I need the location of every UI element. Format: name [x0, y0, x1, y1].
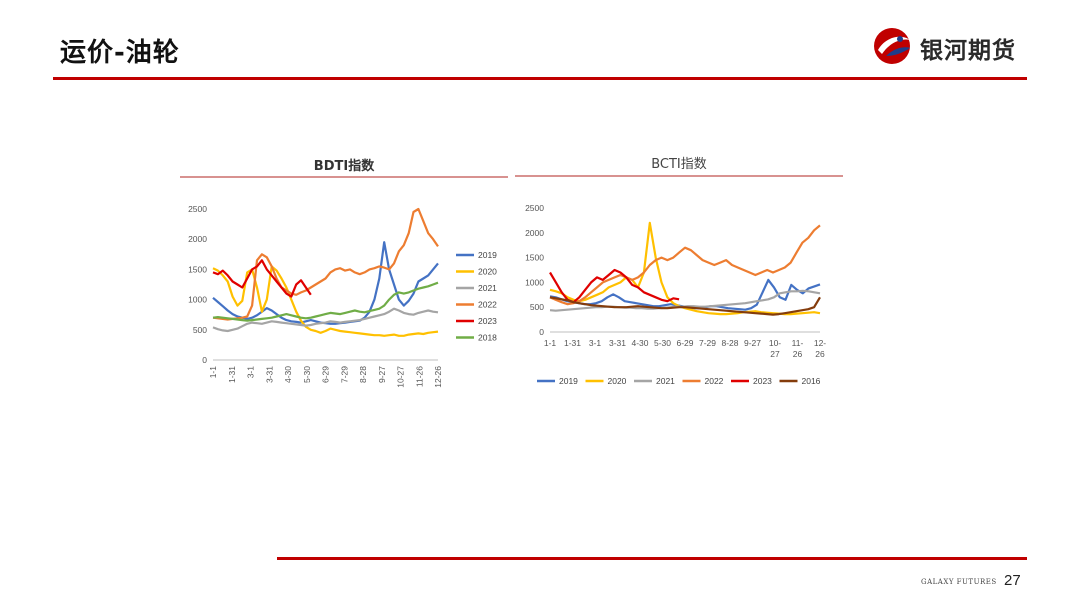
bcti-xtick-label: 11-26	[792, 338, 804, 359]
bdti-xtick-label: 8-28	[358, 366, 368, 383]
bdti-ytick-label: 2500	[188, 204, 207, 214]
bcti-series-2016-line	[549, 296, 821, 316]
bdti-ytick-label: 2000	[188, 234, 207, 244]
bcti-ytick-label: 0	[539, 327, 544, 337]
bdti-xtick-label: 1-1	[208, 366, 218, 379]
bcti-xtick-label: 8-28	[721, 338, 738, 348]
bdti-ytick-label: 1000	[188, 295, 207, 305]
bcti-chart-title: BCTI指数	[651, 157, 707, 172]
bcti-legend-label-2019: 2019	[559, 376, 578, 386]
bdti-xtick-label: 12-26	[433, 366, 443, 388]
bcti-xtick-label: 7-29	[699, 338, 716, 348]
bcti-legend-label-2022: 2022	[705, 376, 724, 386]
brand-logo: 银河期货	[872, 26, 1032, 66]
bcti-xtick-label: 1-1	[544, 338, 557, 348]
bcti-xtick-label: 9-27	[744, 338, 761, 348]
bdti-legend-label-2023: 2023	[478, 316, 497, 326]
page-number: 27	[1004, 572, 1021, 589]
bdti-xtick-label: 5-30	[302, 366, 312, 383]
bcti-ytick-label: 1000	[525, 277, 544, 287]
bcti-ytick-label: 1500	[525, 253, 544, 263]
bcti-chart: 0 500 1000 1500 2000 2500 1-1 1-31 3-1 3-31 4-30 5-…	[515, 175, 843, 386]
header-divider	[53, 77, 1027, 80]
bdti-xtick-label: 1-31	[227, 366, 237, 383]
bcti-ytick-label: 2000	[525, 228, 544, 238]
bdti-ytick-label: 500	[193, 325, 207, 335]
bcti-xtick-label: 3-1	[589, 338, 602, 348]
bcti-xtick-label: 4-30	[631, 338, 648, 348]
bcti-ytick-label: 500	[530, 302, 544, 312]
bdti-xtick-label: 10-27	[396, 366, 406, 388]
bcti-series-2022-line	[549, 224, 821, 306]
bcti-xtick-label: 1-31	[564, 338, 581, 348]
bdti-xtick-label: 11-26	[414, 366, 424, 387]
bcti-xtick-label: 5-30	[654, 338, 671, 348]
bdti-legend-label-2020: 2020	[478, 267, 497, 277]
bdti-series-2019-line	[212, 241, 439, 325]
brand-name: 银河期货	[920, 38, 1016, 64]
bdti-ytick-label: 1500	[188, 264, 207, 274]
bdti-xtick-label: 4-30	[283, 366, 293, 383]
bdti-series-2021-line	[212, 307, 439, 333]
bdti-xtick-label: 9-27	[377, 366, 387, 383]
bdti-series-2022-line	[212, 207, 439, 321]
bdti-legend-label-2018: 2018	[478, 333, 497, 343]
bdti-chart: 0 500 1000 1500 2000 2500 1-1 1-31 3-1 3-31 4-30 5-…	[180, 176, 508, 388]
bdti-ytick-label: 0	[202, 355, 207, 365]
bcti-ytick-label: 2500	[525, 203, 544, 213]
bcti-xtick-label: 10-27	[769, 338, 781, 359]
bdti-chart-title: BDTI指数	[313, 159, 375, 174]
footer-divider	[277, 557, 1027, 560]
bdti-legend-label-2022: 2022	[478, 300, 497, 310]
bdti-xtick-label: 7-29	[339, 366, 349, 383]
bcti-series-2020-line	[549, 221, 821, 316]
bdti-xtick-label: 3-1	[246, 366, 256, 379]
bdti-series-2023-line	[212, 259, 312, 298]
page-title: 运价-油轮	[60, 38, 180, 68]
bcti-legend-label-2021: 2021	[656, 376, 675, 386]
bcti-legend-label-2023: 2023	[753, 376, 772, 386]
bcti-legend-label-2016: 2016	[802, 376, 821, 386]
galaxy-logo-icon	[874, 28, 910, 64]
bcti-legend-label-2020: 2020	[608, 376, 627, 386]
bdti-xtick-label: 3-31	[264, 366, 274, 383]
bcti-xtick-label: 3-31	[609, 338, 626, 348]
bdti-series-2018-line	[212, 281, 439, 322]
bdti-xtick-label: 6-29	[321, 366, 331, 383]
bdti-legend-label-2019: 2019	[478, 250, 497, 260]
bcti-xtick-label: 12-26	[814, 338, 826, 359]
bcti-xtick-label: 6-29	[676, 338, 693, 348]
footer-brand: GALAXY FUTURES	[921, 578, 997, 586]
bdti-legend-label-2021: 2021	[478, 283, 497, 293]
